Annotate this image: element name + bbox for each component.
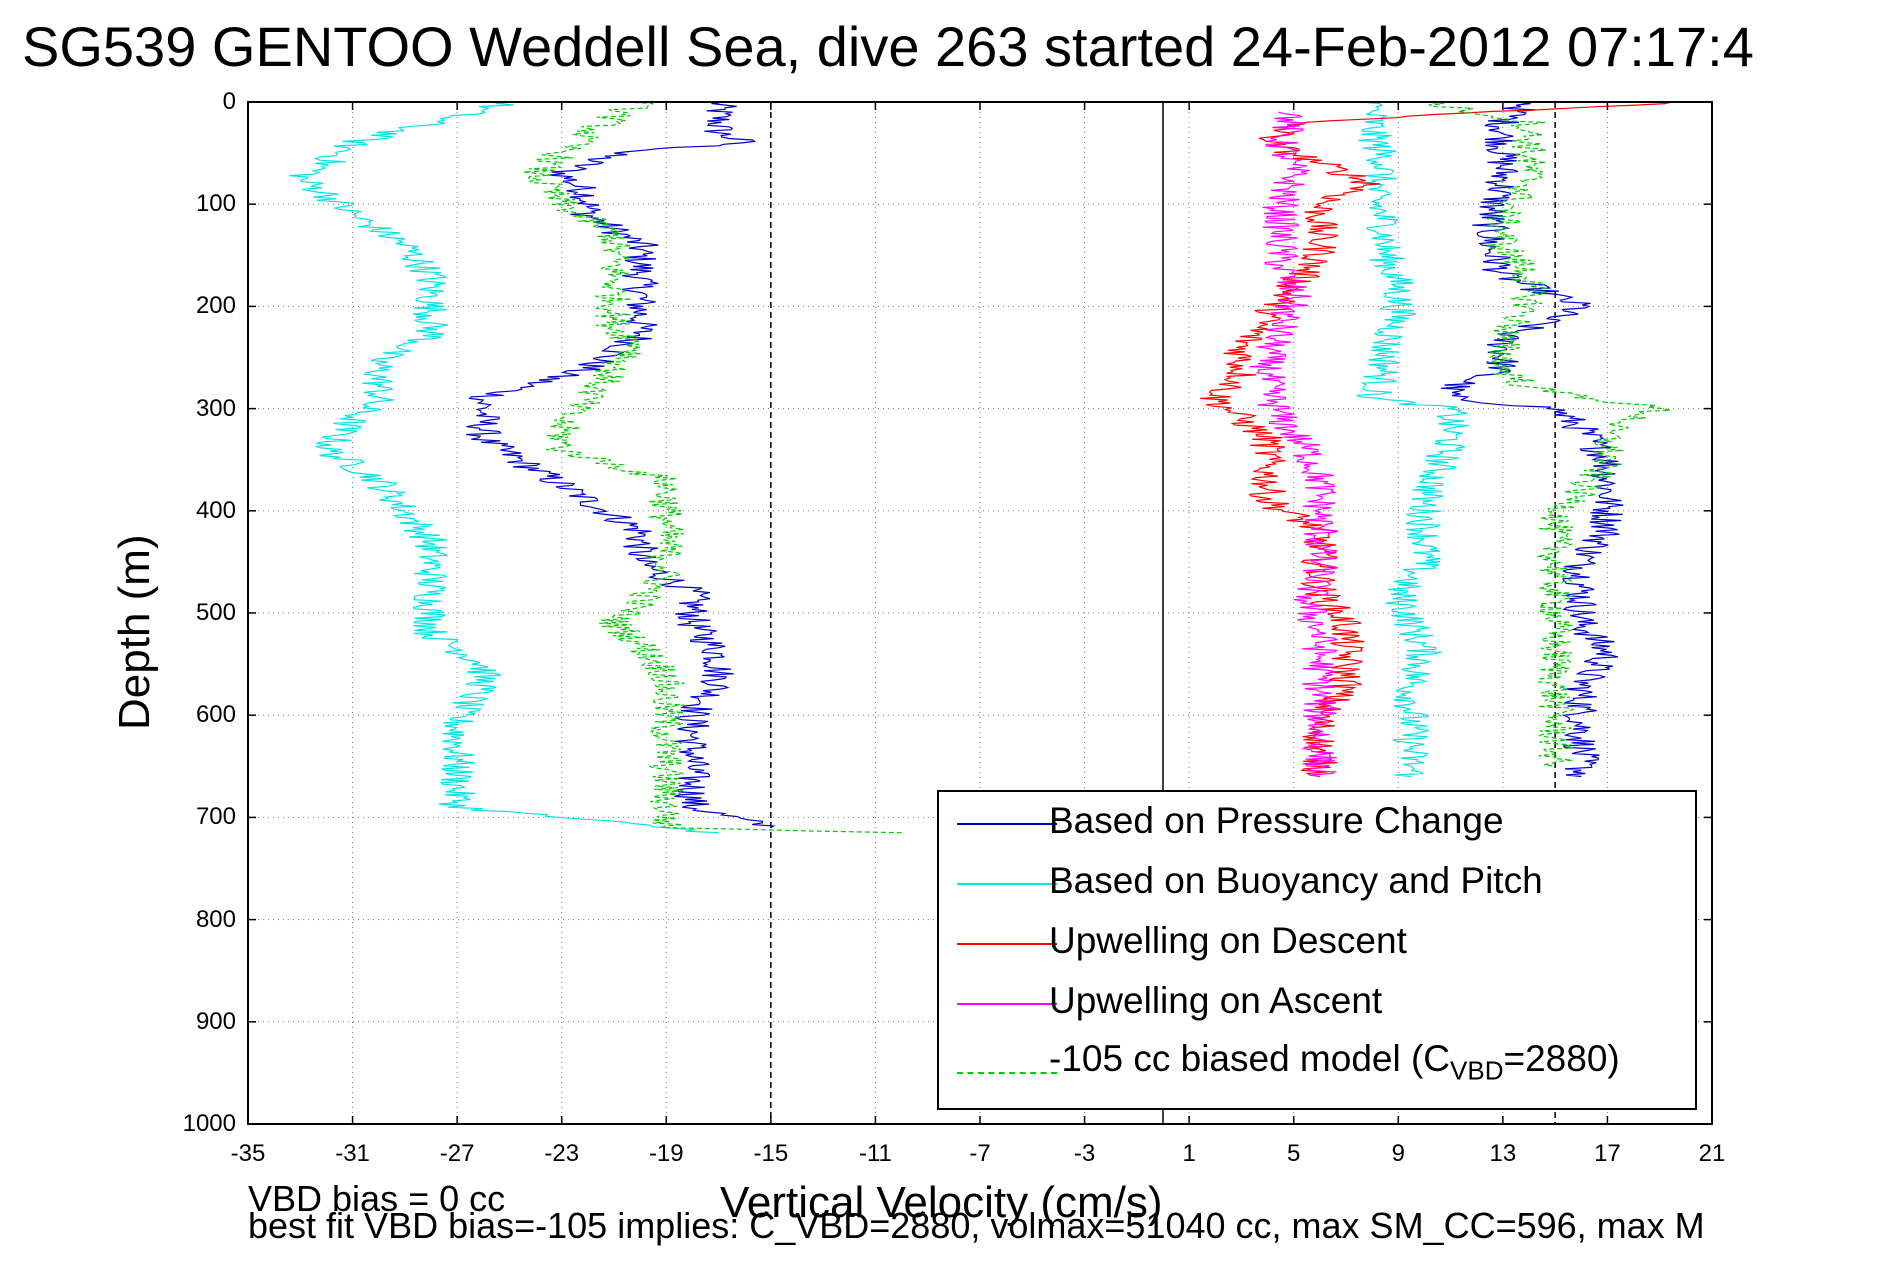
series-based-on-pressure-change-line [1440,101,1624,778]
series-based-on-buoyancy-and-pitch-line [1356,101,1469,778]
x-tick-label: 1 [1182,1140,1196,1167]
series-upwelling-on-descent-line [1200,101,1672,778]
legend-item-pressure: Based on Pressure Change [939,794,1695,854]
series-upwelling-on-ascent-line [1249,111,1339,778]
legend-label-pressure: Based on Pressure Change [1049,800,1504,841]
legend-swatch-buoyancy [957,883,1057,885]
x-tick-label: -27 [439,1140,475,1167]
y-tick-label: 200 [195,292,236,320]
legend-item-model: -105 cc biased model (CVBD=2880) [939,1032,1695,1092]
x-tick-label: -11 [858,1140,892,1167]
x-tick-label: 9 [1391,1140,1405,1167]
legend-swatch-descent [957,943,1057,945]
series-based-on-buoyancy-and-pitch-line [289,101,719,834]
y-tick-label: 100 [195,190,236,218]
legend-label-model: -105 cc biased model (CVBD=2880) [1049,1038,1620,1086]
x-tick-label: -23 [544,1140,580,1167]
legend-model-prefix: -105 cc biased model (C [1049,1038,1451,1079]
legend-item-descent: Upwelling on Descent [939,914,1695,974]
y-tick-label: 300 [195,394,236,422]
y-tick-label: 400 [195,496,236,524]
x-tick-label: -15 [753,1140,789,1167]
x-tick-label: -7 [969,1140,991,1167]
legend-label-ascent: Upwelling on Ascent [1049,980,1383,1021]
legend-item-ascent: Upwelling on Ascent [939,974,1695,1034]
x-tick-label: -35 [230,1140,266,1167]
y-tick-label: 1000 [182,1110,236,1137]
legend-model-suffix: =2880) [1503,1038,1620,1079]
x-tick-label: 21 [1698,1140,1726,1167]
best-fit-note: best fit VBD bias=-105 implies: C_VBD=28… [248,1205,1705,1246]
legend-swatch-pressure [957,823,1057,825]
x-tick-label: -3 [1073,1140,1096,1167]
series-105-cc-biased-model-cvbd-2880-line [523,101,902,834]
y-tick-label: 500 [195,599,236,626]
legend-label-buoyancy: Based on Buoyancy and Pitch [1049,860,1543,901]
tick-marks [247,101,1713,1125]
legend-swatch-model [957,1072,1057,1074]
chart-legend: Based on Pressure Change Based on Buoyan… [937,790,1697,1110]
y-tick-label: 800 [195,905,236,933]
vbd-bias-note: VBD bias = 0 cc [248,1178,506,1219]
x-tick-label: 17 [1594,1140,1621,1167]
x-tick-label: 5 [1287,1140,1301,1167]
y-tick-label: 0 [222,88,236,115]
series-105-cc-biased-model-cvbd-2880-line [1423,101,1671,767]
x-tick-label: 13 [1489,1140,1517,1167]
chart-title: SG539 GENTOO Weddell Sea, dive 263 start… [22,15,1754,78]
y-tick-label: 600 [195,701,236,729]
y-tick-label: 900 [195,1007,236,1035]
legend-swatch-ascent [957,1003,1057,1005]
x-axis-label: Vertical Velocity (cm/s) [720,1178,1163,1227]
legend-item-buoyancy: Based on Buoyancy and Pitch [939,854,1695,914]
data-series [289,101,1672,834]
legend-label-descent: Upwelling on Descent [1049,920,1407,961]
y-axis-label: Depth (m) [110,534,159,730]
x-tick-label: -31 [335,1140,370,1167]
legend-model-sub: VBD [1450,1055,1504,1086]
x-tick-label: -19 [648,1140,684,1167]
y-tick-label: 700 [195,803,236,831]
